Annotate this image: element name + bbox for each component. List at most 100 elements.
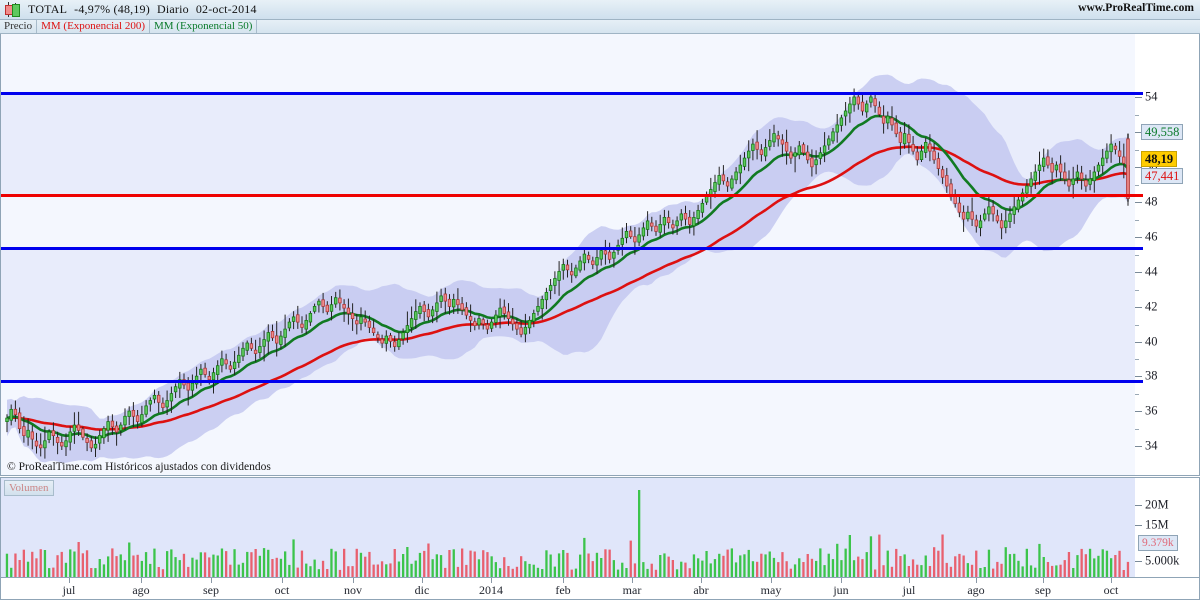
volume-bar — [562, 550, 565, 577]
price-chart-pane[interactable]: © ProRealTime.com Históricos ajustados c… — [0, 34, 1135, 476]
candle-body — [435, 302, 439, 312]
candle-body — [536, 305, 540, 312]
time-axis-label: mar — [622, 583, 642, 597]
volume-axis[interactable]: 20M 15M 5.000k — [1135, 477, 1200, 578]
candle-body — [405, 325, 410, 333]
candle-body — [203, 367, 207, 375]
candle-body — [220, 358, 224, 366]
candle-body — [1020, 192, 1025, 202]
price-axis-minor-tick — [1135, 428, 1139, 430]
volume-bar — [5, 553, 9, 577]
candle-body — [1037, 164, 1042, 171]
volume-bar — [671, 560, 674, 577]
candle-body — [481, 319, 485, 325]
candle-body — [43, 440, 47, 449]
candle-body — [489, 321, 494, 329]
candle-body — [144, 405, 148, 415]
candle-body — [932, 150, 936, 161]
volume-bar — [996, 561, 999, 577]
candle-body — [806, 151, 810, 161]
support-line-1[interactable] — [1, 247, 1135, 250]
volume-bar — [1093, 558, 1096, 577]
candle-body — [325, 304, 329, 313]
candle-body — [102, 428, 106, 439]
time-axis[interactable]: jul ago sep oct nov dic 2014 feb mar abr may jun jul… — [0, 578, 1200, 600]
volume-chart-pane[interactable]: Volumen — [0, 477, 1135, 578]
candle-body — [919, 150, 924, 160]
legend-item-ema50[interactable]: MM (Exponencial 50) — [150, 20, 258, 33]
resistance-line-2[interactable] — [1, 194, 1135, 197]
volume-bar — [355, 548, 358, 577]
candle-body — [392, 341, 397, 347]
volume-bar — [722, 555, 725, 577]
ma200-value-tag[interactable]: 47,441 — [1141, 168, 1184, 184]
volume-bar — [524, 561, 527, 577]
resistance-line-1[interactable] — [1, 92, 1135, 95]
volume-bar — [987, 549, 991, 577]
candle-body — [456, 299, 460, 306]
candle-body — [574, 267, 578, 277]
volume-bar — [296, 567, 299, 577]
volume-bar — [56, 555, 59, 577]
time-axis-tick — [976, 578, 977, 583]
volume-bar — [798, 558, 801, 577]
candle-body — [637, 234, 641, 243]
candle-body — [1046, 156, 1050, 166]
price-axis-label: 34 — [1145, 438, 1158, 453]
volume-bar — [625, 568, 628, 577]
support-line-2[interactable] — [1, 380, 1135, 383]
volume-bar — [1063, 560, 1066, 577]
candle-body — [624, 230, 629, 239]
volume-bar — [10, 567, 13, 577]
volume-bar — [528, 563, 531, 577]
volume-bar — [920, 565, 923, 577]
candle-body — [848, 103, 852, 114]
axis-marker-resistance-1 — [1135, 92, 1143, 95]
candle-body — [1117, 150, 1122, 157]
volume-bar — [216, 555, 219, 577]
candle-body — [329, 304, 334, 312]
candle-body — [422, 304, 426, 312]
price-axis-minor-tick — [1135, 184, 1139, 186]
candle-body — [886, 115, 890, 124]
price-axis[interactable]: 3436384042444648505254 — [1135, 34, 1200, 476]
legend-item-ema200[interactable]: MM (Exponencial 200) — [37, 20, 150, 33]
volume-bar — [966, 563, 969, 577]
volume-value-tag[interactable]: 9.379k — [1138, 535, 1178, 551]
price-axis-minor-tick — [1135, 393, 1139, 395]
candle-body — [418, 305, 422, 314]
candle-body — [776, 135, 780, 140]
volume-bar — [1084, 554, 1087, 577]
volume-bar — [1055, 565, 1058, 577]
volume-bar — [52, 567, 55, 577]
volume-bar — [267, 549, 270, 577]
candle-body — [51, 430, 56, 437]
candle-body — [258, 346, 262, 353]
volume-bar — [751, 561, 755, 577]
candle-body — [81, 428, 85, 438]
volume-bar — [743, 554, 746, 577]
volume-bar — [886, 550, 889, 577]
volume-bar — [368, 551, 371, 577]
candle-body — [666, 217, 671, 224]
candle-body — [700, 202, 705, 213]
candle-body — [827, 138, 831, 146]
candle-body — [553, 278, 557, 286]
volume-panel-label[interactable]: Volumen — [4, 480, 54, 496]
volume-bar — [583, 537, 586, 577]
volume-bar — [157, 567, 160, 577]
ma50-value-tag[interactable]: 49,558 — [1141, 124, 1184, 140]
last-price-tag[interactable]: 48,19 — [1141, 151, 1178, 167]
price-axis-label: 54 — [1145, 89, 1158, 104]
price-axis-label: 38 — [1145, 368, 1158, 383]
volume-bar — [1080, 548, 1083, 577]
candle-body — [995, 215, 1000, 222]
time-axis-tick — [771, 578, 772, 583]
candle-body — [991, 206, 995, 215]
legend-item-price[interactable]: Precio — [0, 20, 38, 33]
volume-bar — [642, 562, 645, 577]
candle-body — [818, 152, 823, 159]
volume-bar — [621, 562, 624, 577]
candle-body — [970, 211, 974, 220]
time-axis-tick — [422, 578, 423, 583]
